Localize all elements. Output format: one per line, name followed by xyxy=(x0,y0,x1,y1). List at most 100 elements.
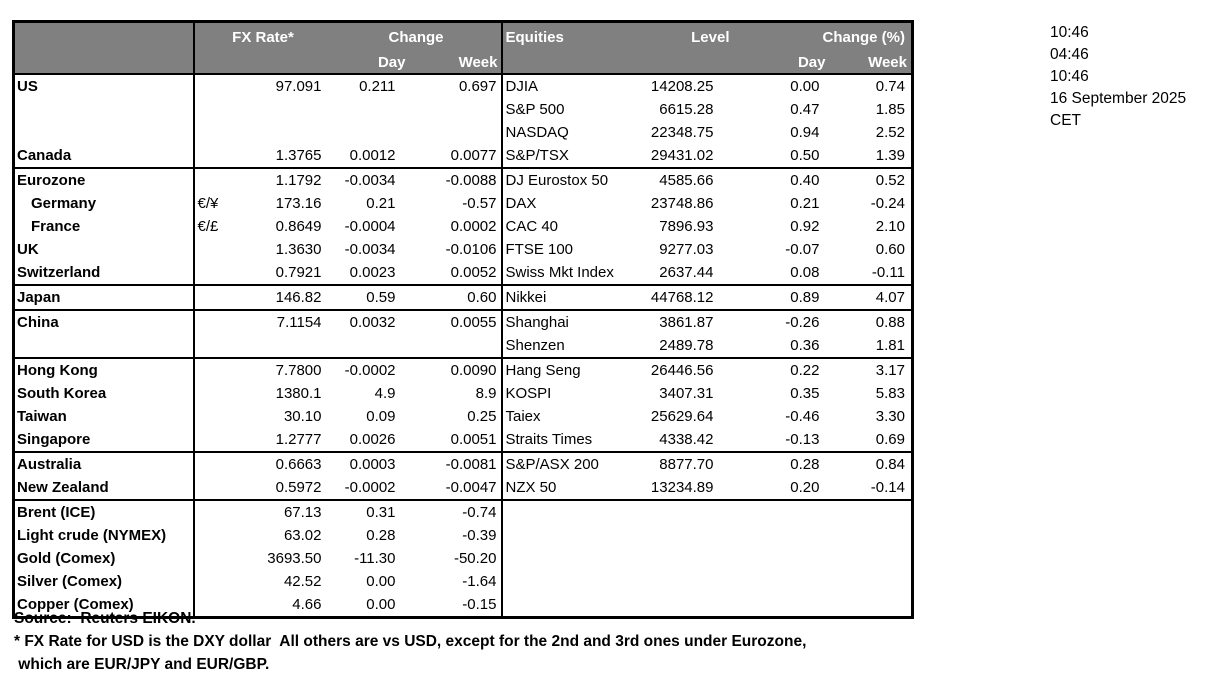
source-note: Source: Reuters EIKON. xyxy=(14,610,196,627)
table-row: S&P 500 6615.28 0.47 1.85 xyxy=(14,98,913,121)
table-body: US 97.091 0.211 0.697 DJIA 14208.25 0.00 0.74 S&… xyxy=(13,74,913,618)
table-row: US 97.091 0.211 0.697 DJIA 14208.25 0.00 0.74 xyxy=(14,74,913,98)
cell-rate: 1.3765 xyxy=(275,147,322,164)
cell-eq-day: 0.35 xyxy=(790,385,820,402)
cell-eq-day: 0.28 xyxy=(731,451,832,476)
cell-country: Brent (ICE) xyxy=(13,499,194,524)
cell-rate: 1.2777 xyxy=(275,431,322,448)
cell-equity xyxy=(500,593,642,618)
cell-eq-week: 0.52 xyxy=(831,167,913,192)
table-row: Taiwan 30.10 0.09 0.25 Taiex 25629.64 -0.46 3.3… xyxy=(14,405,913,428)
cell-fx-week: 0.25 xyxy=(467,408,497,425)
cell-rate: 1380.1 xyxy=(275,385,322,402)
cell-fx-day: 0.28 xyxy=(366,527,396,544)
header-spacer xyxy=(227,52,332,74)
cell-equity: S&P/TSX xyxy=(500,144,642,168)
cell-level: 7896.93 xyxy=(659,218,714,235)
cell-eq-day: -0.46 xyxy=(785,408,820,425)
cell-eq-week xyxy=(832,547,913,570)
cell-level: 4585.66 xyxy=(641,167,732,192)
header-level: Level xyxy=(641,21,732,52)
table-row: Germany €/¥ 173.16 0.21 -0.57 DAX 23748.86 0.21… xyxy=(14,192,913,215)
cell-fx-week: -0.57 xyxy=(462,195,497,212)
cell-country: Light crude (NYMEX) xyxy=(17,527,167,544)
cell-rate: 0.5972 xyxy=(275,479,322,496)
table-row: Copper (Comex) 4.66 0.00 -0.15 xyxy=(14,593,913,618)
cell-pair xyxy=(192,570,228,593)
cell-rate: 97.091 xyxy=(275,78,322,95)
cell-level: 8877.70 xyxy=(641,451,732,476)
cell-eq-week xyxy=(832,524,913,547)
cell-fx-week: 0.0051 xyxy=(450,431,497,448)
cell-rate: 67.13 xyxy=(227,499,332,524)
cell-eq-week xyxy=(832,593,913,618)
table-header: FX Rate* Change Equities Level Change (%… xyxy=(13,21,913,74)
header-spacer xyxy=(641,52,732,74)
cell-eq-day: 0.22 xyxy=(731,357,832,382)
cell-eq-week: 0.84 xyxy=(831,451,913,476)
cell-pair xyxy=(192,593,228,618)
cell-eq-week: 0.74 xyxy=(875,78,905,95)
cell-eq-week: 1.81 xyxy=(875,337,905,354)
cell-eq-day: 0.92 xyxy=(790,218,820,235)
cell-equity: Shenzen xyxy=(500,334,642,358)
cell-rate: 1.1792 xyxy=(227,167,332,192)
cell-fx-day: 0.31 xyxy=(331,499,410,524)
cell-level xyxy=(642,547,732,570)
cell-eq-week xyxy=(831,499,913,524)
table-row: Australia 0.6663 0.0003 -0.0081 S&P/ASX 200 8… xyxy=(13,451,913,476)
cell-country: South Korea xyxy=(17,385,107,402)
cell-eq-day xyxy=(732,524,832,547)
table-row: Singapore 1.2777 0.0026 0.0051 Straits Times… xyxy=(14,428,913,452)
header-spacer xyxy=(13,52,194,74)
table-row: Gold (Comex) 3693.50 -11.30 -50.20 xyxy=(14,547,913,570)
cell-fx-day xyxy=(332,98,410,121)
header-eq-week: Week xyxy=(831,52,913,74)
cell-fx-day: 0.211 xyxy=(359,78,396,95)
cell-level: 3861.87 xyxy=(641,309,732,334)
cell-equity: Taiex xyxy=(500,405,642,428)
cell-level: 13234.89 xyxy=(650,479,714,496)
header-equities: Equities xyxy=(500,21,642,52)
cell-fx-day: 0.0012 xyxy=(349,147,396,164)
cell-pair xyxy=(192,144,228,168)
cell-fx-week xyxy=(410,98,502,121)
cell-country: Gold (Comex) xyxy=(17,550,116,567)
cell-country xyxy=(14,334,194,358)
cell-eq-week: 2.52 xyxy=(875,124,905,141)
cell-equity xyxy=(500,570,642,593)
cell-eq-day: 0.40 xyxy=(731,167,832,192)
cell-pair xyxy=(192,167,228,192)
cell-pair: €/¥ xyxy=(192,192,228,215)
cell-country: Silver (Comex) xyxy=(17,573,123,590)
cell-country: Singapore xyxy=(17,431,91,448)
cell-equity xyxy=(500,499,642,524)
cell-eq-day: -0.26 xyxy=(731,309,832,334)
header-spacer xyxy=(500,52,642,74)
cell-fx-day: -11.30 xyxy=(354,550,396,567)
cell-country: Copper (Comex) xyxy=(17,596,134,613)
cell-pair xyxy=(192,74,228,98)
cell-level: 22348.75 xyxy=(650,124,714,141)
cell-equity: CAC 40 xyxy=(500,215,642,238)
cell-equity: Shanghai xyxy=(500,309,642,334)
cell-fx-day xyxy=(332,121,410,144)
table-row: France €/£ 0.8649 -0.0004 0.0002 CAC 40 7896.9… xyxy=(14,215,913,238)
table-row: Switzerland 0.7921 0.0023 0.0052 Swiss Mkt I… xyxy=(14,261,913,285)
cell-country: Eurozone xyxy=(13,167,194,192)
cell-level: 2637.44 xyxy=(659,264,714,281)
cell-eq-day: 0.36 xyxy=(790,337,820,354)
cell-country xyxy=(14,98,194,121)
cell-eq-day: -0.07 xyxy=(785,241,820,258)
cell-country: Hong Kong xyxy=(13,357,194,382)
cell-fx-week: -0.39 xyxy=(462,527,497,544)
header-fx-week: Week xyxy=(409,52,502,74)
cell-eq-week: 5.83 xyxy=(875,385,905,402)
cell-fx-day: 0.09 xyxy=(366,408,396,425)
cell-rate xyxy=(228,98,332,121)
cell-level: 9277.03 xyxy=(659,241,714,258)
cell-fx-week: -0.0088 xyxy=(409,167,502,192)
timestamp-block: 10:46 04:46 10:46 16 September 2025 CET xyxy=(1050,22,1186,132)
cell-fx-week: -0.0106 xyxy=(445,241,497,258)
